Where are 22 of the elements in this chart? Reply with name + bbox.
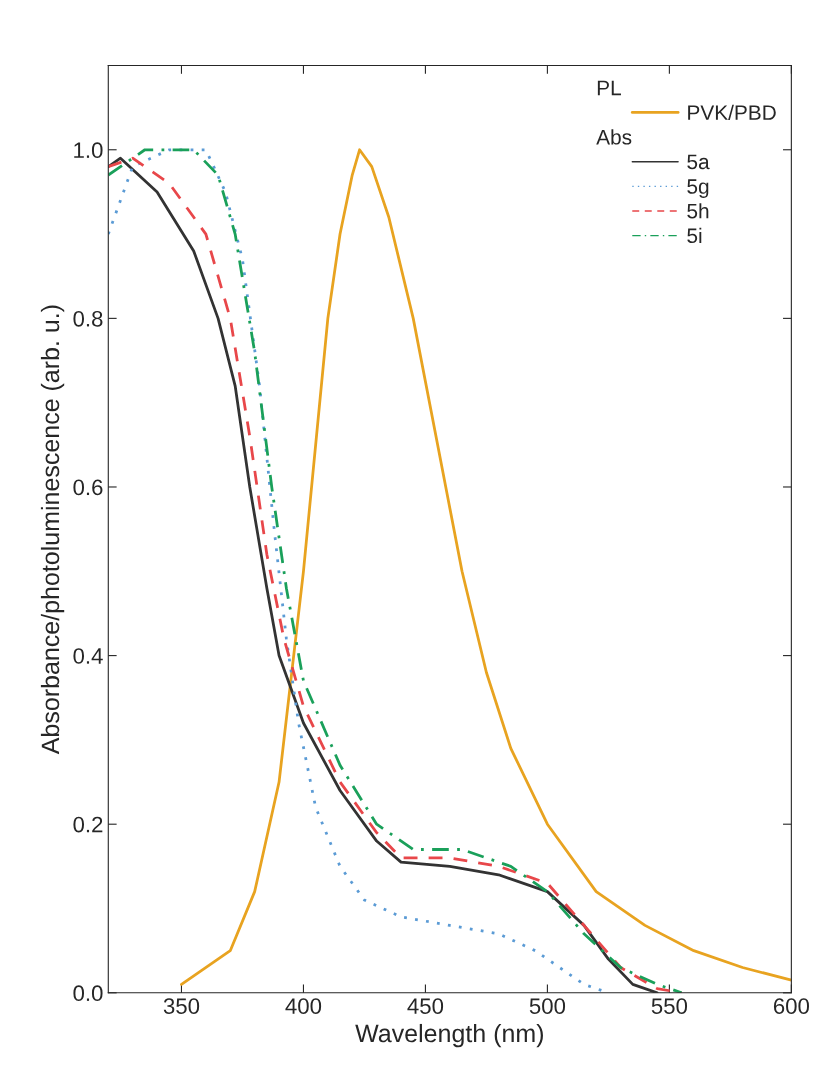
annotation: Abs [596, 129, 632, 145]
x-tick-label: 350 [163, 998, 200, 1014]
y-axis-title: Absorbance/photoluminescence (arb. u.) [40, 305, 65, 755]
y-tick-label: 0.8 [73, 310, 103, 327]
y-tick-label: 0.2 [73, 816, 103, 833]
x-tick-label: 450 [407, 998, 444, 1014]
legend-label: 5h [687, 203, 709, 219]
x-tick-label: 600 [773, 998, 810, 1014]
annotation: PL [597, 80, 621, 96]
y-tick-label: 1.0 [74, 142, 103, 159]
x-tick-label: 550 [651, 998, 688, 1014]
line-series [180, 148, 792, 986]
legend-label: 5g [687, 179, 709, 198]
y-tick-label: 0.6 [73, 479, 103, 496]
x-tick-label: 400 [285, 998, 322, 1014]
y-tick-label: 0.0 [73, 985, 103, 1002]
x-axis-title: Wavelength (nm) [355, 1023, 543, 1048]
legend-label: 5a [687, 154, 710, 170]
x-tick-label: 500 [529, 998, 566, 1014]
legend-label: 5i [687, 227, 702, 244]
y-tick-label: 0.4 [73, 648, 103, 664]
legend-label: PVK/PBD [688, 104, 776, 120]
